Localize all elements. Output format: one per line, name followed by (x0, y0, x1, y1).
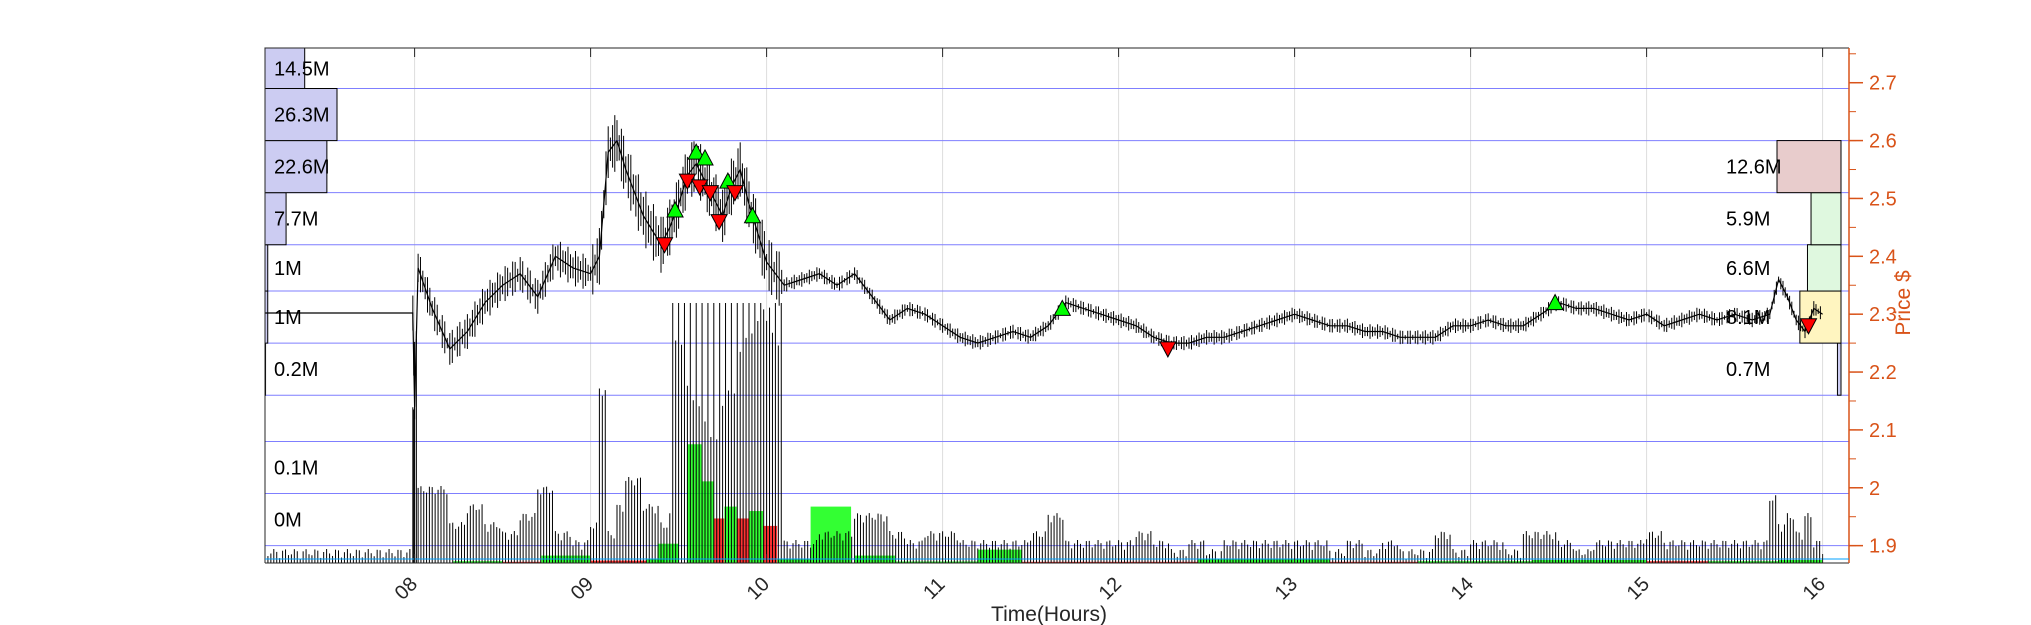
y-tick-label: 2.2 (1869, 362, 1897, 384)
volume-bar (590, 560, 647, 563)
buy-signal-marker (1546, 293, 1564, 311)
sell-signal-marker (710, 214, 728, 231)
sell-signal-marker (1159, 341, 1177, 358)
x-tick-label: 11 (919, 574, 949, 604)
x-tick-label: 16 (1799, 573, 1830, 604)
right-profile-bar (1810, 192, 1842, 246)
left-profile-label: 0M (274, 510, 302, 532)
y-tick-label: 2.1 (1869, 420, 1897, 442)
x-tick-label: 14 (1447, 573, 1478, 604)
left-profile-label: 14.5M (274, 58, 330, 80)
volume-bar (1197, 558, 1330, 563)
left-profile-bar (264, 88, 338, 142)
left-profile-bar (264, 47, 306, 90)
left-profile-label: 26.3M (274, 105, 330, 127)
left-profile-label: 22.6M (274, 157, 330, 179)
axes: 08 09 10 11 12 13 14 15 16 1.9 2 2.1 2.2 2.3 2.4 2.5 2.6… (264, 47, 1897, 604)
x-tick-label: 15 (1623, 573, 1654, 604)
volume-bar (724, 506, 737, 563)
left-profile-label: 0.1M (274, 458, 318, 480)
volume-bar (646, 558, 665, 563)
sell-signal-marker (678, 173, 697, 191)
y-tick-label: 2.3 (1869, 304, 1897, 326)
price-line (265, 139, 1823, 407)
volume-bar (453, 561, 503, 563)
x-tick-label: 10 (743, 573, 774, 604)
sell-signal-marker (701, 185, 720, 202)
buy-signal-marker (696, 148, 714, 166)
right-profile-label: 0.7M (1726, 359, 1770, 381)
x-tick-label: 08 (391, 573, 422, 604)
y-tick-label: 2.5 (1869, 188, 1897, 210)
y-tick-label: 1.9 (1869, 536, 1897, 558)
left-profile-label: 7.7M (274, 209, 318, 231)
buy-signal-marker (666, 200, 684, 218)
volume-bars (264, 303, 1823, 563)
volume-bar (713, 518, 725, 563)
x-axis-label: Time(Hours) (991, 603, 1107, 625)
volume-bar (749, 511, 764, 563)
price-band-lines (265, 47, 1849, 564)
left-profile-label: 0.2M (274, 359, 318, 381)
volume-bar (657, 543, 679, 563)
x-tick-label: 09 (567, 573, 598, 604)
right-profile-bar (1806, 244, 1842, 292)
buy-signal-marker (687, 143, 706, 160)
y-tick-label: 2.6 (1869, 131, 1897, 153)
volume-bar (1778, 560, 1823, 563)
y-tick-label: 2 (1869, 478, 1880, 500)
x-tick-label: 12 (1095, 573, 1126, 604)
sell-signal-marker (726, 185, 744, 202)
volume-bar (1532, 560, 1647, 563)
right-profile-bar (1776, 140, 1842, 194)
right-profile-label: 5.9M (1726, 209, 1770, 231)
price-series (265, 115, 1823, 420)
right-profile-label: 12.6M (1726, 157, 1782, 179)
buy-signal-marker (1053, 299, 1072, 316)
y-tick-label: 2.7 (1869, 73, 1897, 95)
volume-bar (977, 549, 1022, 563)
left-profile-label: 1M (274, 258, 302, 280)
left-volume-profile: 0M 0.1M 0.2M 1M 1M 7.7M 22.6M 26.3M 14.5M (264, 47, 338, 532)
buy-signal-marker (743, 206, 762, 224)
x-tick-label: 13 (1271, 573, 1302, 604)
y-tick-label: 2.4 (1869, 246, 1897, 268)
trade-signals (655, 143, 1818, 358)
volume-bar (687, 444, 702, 563)
volume-bar (1646, 561, 1709, 563)
volume-bar (777, 559, 811, 563)
sell-signal-marker (655, 237, 674, 254)
volume-bar (1417, 561, 1533, 563)
right-profile-label: 6.6M (1726, 258, 1770, 280)
volume-bar (502, 561, 542, 563)
left-profile-label: 1M (274, 307, 302, 329)
y-axis-label: Price $ (1892, 270, 1915, 336)
right-profile-bar (1836, 342, 1842, 396)
sell-signal-marker (1799, 318, 1818, 335)
